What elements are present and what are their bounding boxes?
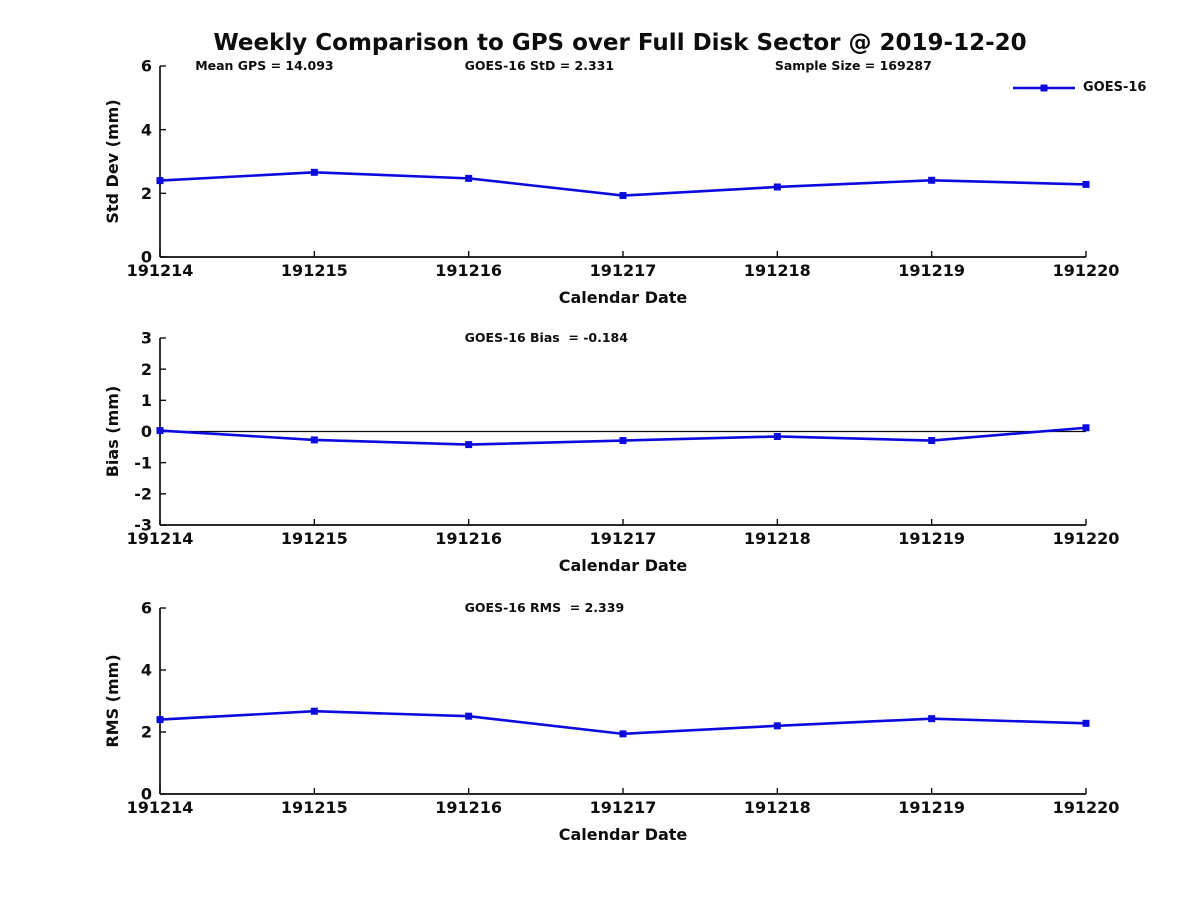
y-tick-label: 4 xyxy=(141,661,152,680)
data-point-marker xyxy=(310,436,318,444)
data-point-marker xyxy=(1082,719,1090,727)
subplot-annotation: GOES-16 RMS = 2.339 xyxy=(465,600,625,615)
subplot-annotation: GOES-16 StD = 2.331 xyxy=(465,58,614,73)
x-tick-label: 191220 xyxy=(1053,798,1120,817)
x-tick-label: 191218 xyxy=(744,798,811,817)
data-point-marker xyxy=(310,707,318,715)
y-tick-label: 2 xyxy=(141,723,152,742)
x-tick-label: 191220 xyxy=(1053,529,1120,548)
data-point-marker xyxy=(465,712,473,720)
data-point-marker xyxy=(156,716,164,724)
data-point-marker xyxy=(1082,180,1090,188)
legend-square-marker-icon xyxy=(1040,84,1048,91)
x-tick-label: 191219 xyxy=(898,529,965,548)
x-tick-label: 191214 xyxy=(127,798,194,817)
figure-title: Weekly Comparison to GPS over Full Disk … xyxy=(213,30,1027,56)
x-tick-label: 191216 xyxy=(435,261,502,280)
x-tick-label: 191217 xyxy=(590,529,657,548)
data-point-marker xyxy=(1082,424,1090,432)
y-tick-label: 0 xyxy=(141,785,152,804)
legend-label: GOES-16 xyxy=(1083,80,1147,95)
data-point-marker xyxy=(156,177,164,185)
x-tick-label: 191215 xyxy=(281,261,348,280)
y-tick-label: 1 xyxy=(141,391,152,410)
y-tick-label: 6 xyxy=(141,599,152,618)
x-tick-label: 191219 xyxy=(898,261,965,280)
y-axis-title: RMS (mm) xyxy=(103,654,122,747)
data-point-marker xyxy=(928,715,936,723)
data-point-marker xyxy=(619,730,627,738)
data-point-marker xyxy=(465,174,473,182)
data-point-marker xyxy=(773,432,781,440)
data-point-marker xyxy=(773,183,781,191)
x-tick-label: 191216 xyxy=(435,798,502,817)
x-tick-label: 191218 xyxy=(744,261,811,280)
data-point-marker xyxy=(928,176,936,184)
y-tick-label: 4 xyxy=(141,120,152,139)
x-tick-label: 191215 xyxy=(281,529,348,548)
data-point-marker xyxy=(773,722,781,730)
y-axis-title: Std Dev (mm) xyxy=(103,99,122,223)
x-tick-label: 191217 xyxy=(590,798,657,817)
x-tick-label: 191220 xyxy=(1053,261,1120,280)
subplot-annotation: Sample Size = 169287 xyxy=(775,58,932,73)
y-tick-label: 0 xyxy=(141,248,152,267)
data-point-marker xyxy=(619,192,627,200)
x-tick-label: 191215 xyxy=(281,798,348,817)
y-tick-label: 6 xyxy=(141,57,152,76)
y-tick-label: 2 xyxy=(141,184,152,203)
subplot-bias: -3 -2 -1 0 1 2 3 191214 191215 191216 191217 191218… xyxy=(103,329,1119,575)
x-axis-title: Calendar Date xyxy=(559,288,688,307)
data-point-marker xyxy=(310,168,318,176)
x-tick-label: 191214 xyxy=(127,529,194,548)
x-tick-label: 191216 xyxy=(435,529,502,548)
subplot-rms: 0 2 4 6 191214 191215 191216 191217 191218 191219… xyxy=(103,599,1119,844)
subplot-annotation: GOES-16 Bias = -0.184 xyxy=(465,330,629,345)
data-point-marker xyxy=(156,427,164,435)
y-tick-label: -3 xyxy=(134,516,152,535)
y-tick-label: -1 xyxy=(134,453,152,472)
y-tick-label: -2 xyxy=(134,484,152,503)
y-tick-label: 3 xyxy=(141,329,152,348)
data-point-marker xyxy=(465,441,473,449)
y-tick-label: 0 xyxy=(141,422,152,441)
data-point-marker xyxy=(619,437,627,445)
x-axis-title: Calendar Date xyxy=(559,825,688,844)
x-tick-label: 191219 xyxy=(898,798,965,817)
y-tick-label: 2 xyxy=(141,360,152,379)
legend-line-marker-icon xyxy=(1013,84,1075,91)
x-tick-label: 191218 xyxy=(744,529,811,548)
x-tick-label: 191214 xyxy=(127,261,194,280)
subplot-annotation: Mean GPS = 14.093 xyxy=(195,58,333,73)
y-axis-title: Bias (mm) xyxy=(103,386,122,478)
legend: GOES-16 xyxy=(1012,80,1146,95)
data-point-marker xyxy=(928,437,936,445)
x-axis-title: Calendar Date xyxy=(559,556,688,575)
subplot-std-dev: 0 2 4 6 191214 191215 191216 191217 191218 191219… xyxy=(103,57,1119,307)
x-tick-label: 191217 xyxy=(590,261,657,280)
